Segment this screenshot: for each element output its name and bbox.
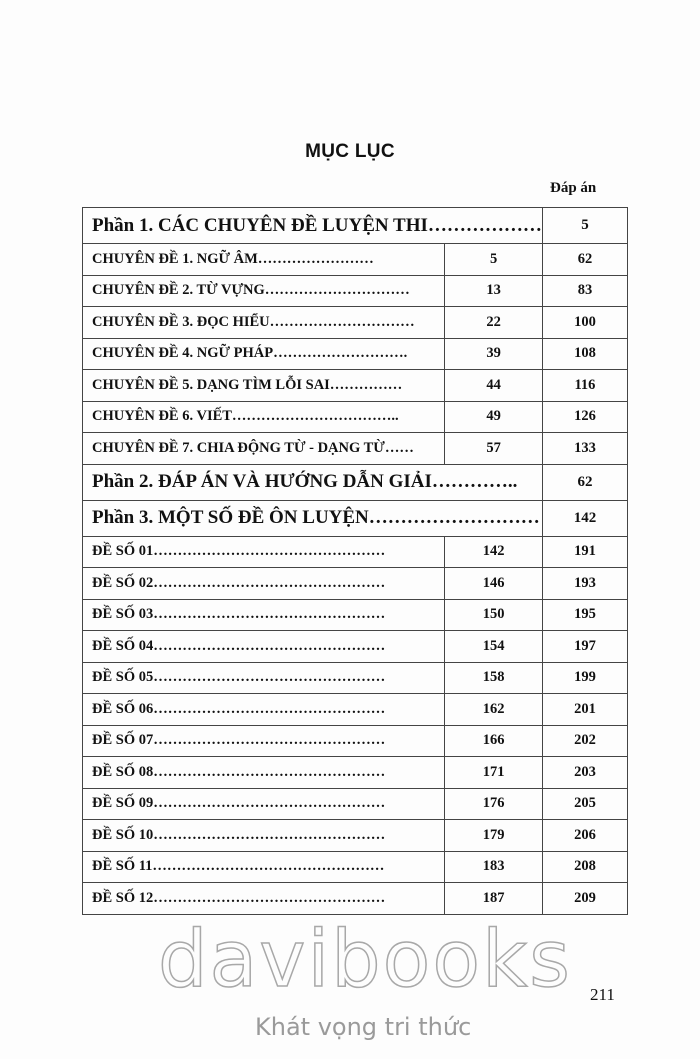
watermark-slogan: Khát vọng tri thức bbox=[255, 1013, 472, 1041]
toc-answer-page: 62 bbox=[541, 243, 629, 276]
toc-row: CHUYÊN ĐỀ 1. NGỮ ÂM…………………… 5 62 bbox=[81, 243, 629, 276]
toc-row: CHUYÊN ĐỀ 4. NGỮ PHÁP………………………. 39 108 bbox=[81, 337, 629, 370]
toc-entry-title: CHUYÊN ĐỀ 4. NGỮ PHÁP………………………. bbox=[81, 337, 446, 370]
toc-answer-page: 205 bbox=[541, 787, 629, 820]
toc-part-row: Phần 1. CÁC CHUYÊN ĐỀ LUYỆN THI……………… 5 bbox=[82, 207, 629, 244]
toc-row: ĐỀ SỐ 06………………………………………… 162 201 bbox=[81, 693, 629, 726]
toc-answer-page: 108 bbox=[541, 337, 629, 370]
toc-entry-title: ĐỀ SỐ 01………………………………………… bbox=[81, 535, 446, 568]
toc-row: ĐỀ SỐ 03………………………………………… 150 195 bbox=[81, 598, 629, 631]
toc-entry-title: ĐỀ SỐ 06………………………………………… bbox=[81, 693, 446, 726]
toc-entry-title: CHUYÊN ĐỀ 5. DẠNG TÌM LỖI SAI…………… bbox=[81, 369, 446, 402]
toc-row: CHUYÊN ĐỀ 7. CHIA ĐỘNG TỪ - DẠNG TỪ…… 57 1… bbox=[81, 432, 629, 465]
toc-answer-page: 201 bbox=[541, 693, 629, 726]
toc-row: ĐỀ SỐ 01………………………………………… 142 191 bbox=[81, 535, 629, 568]
toc-answer-page: 203 bbox=[541, 756, 629, 789]
toc-page-number: 183 bbox=[444, 850, 543, 883]
toc-part-row: Phần 2. ĐÁP ÁN VÀ HƯỚNG DẪN GIẢI………….. 62 bbox=[82, 463, 629, 501]
toc-answer-page: 126 bbox=[541, 400, 629, 433]
toc-row: ĐỀ SỐ 11………………………………………… 183 208 bbox=[81, 850, 629, 883]
toc-answer-page: 116 bbox=[541, 369, 629, 402]
toc-answer-page: 206 bbox=[541, 819, 629, 852]
toc-row: CHUYÊN ĐỀ 6. VIẾT…………………………….. 49 126 bbox=[81, 400, 629, 433]
toc-answer-page: 197 bbox=[541, 630, 629, 663]
toc-answer-page: 209 bbox=[541, 882, 629, 915]
toc-entry-title: ĐỀ SỐ 11………………………………………… bbox=[81, 850, 446, 883]
watermark-brand: davibooks bbox=[157, 914, 572, 1006]
toc-page-number: 150 bbox=[444, 598, 543, 631]
toc-row: ĐỀ SỐ 10………………………………………… 179 206 bbox=[81, 819, 629, 852]
toc-entry-title: CHUYÊN ĐỀ 2. TỪ VỰNG………………………… bbox=[81, 274, 446, 307]
toc-part-row: Phần 3. MỘT SỐ ĐỀ ÔN LUYỆN……………………… 142 bbox=[82, 499, 629, 537]
toc-page-number: 39 bbox=[444, 337, 543, 370]
toc-page-number: 187 bbox=[444, 882, 543, 915]
toc-entry-title: Phần 2. ĐÁP ÁN VÀ HƯỚNG DẪN GIẢI………….. bbox=[82, 463, 543, 501]
toc-page-number: 176 bbox=[444, 787, 543, 820]
toc-entry-title: ĐỀ SỐ 08………………………………………… bbox=[81, 756, 446, 789]
toc-entry-title: ĐỀ SỐ 07………………………………………… bbox=[81, 724, 446, 757]
toc-row: ĐỀ SỐ 09………………………………………… 176 205 bbox=[81, 787, 629, 820]
toc-entry-title: ĐỀ SỐ 10………………………………………… bbox=[81, 819, 446, 852]
toc-page-number: 162 bbox=[444, 693, 543, 726]
toc-entry-title: Phần 3. MỘT SỐ ĐỀ ÔN LUYỆN……………………… bbox=[82, 499, 543, 537]
toc-page-number: 171 bbox=[444, 756, 543, 789]
toc-page-number: 158 bbox=[444, 661, 543, 694]
toc-row: CHUYÊN ĐỀ 2. TỪ VỰNG………………………… 13 83 bbox=[81, 274, 629, 307]
toc-page-number: 179 bbox=[444, 819, 543, 852]
toc-page-number: 146 bbox=[444, 567, 543, 600]
toc-row: CHUYÊN ĐỀ 3. ĐỌC HIỂU………………………… 22 100 bbox=[81, 306, 629, 339]
toc-page-number: 142 bbox=[444, 535, 543, 568]
answer-column-header: Đáp án bbox=[550, 180, 597, 196]
toc-entry-title: ĐỀ SỐ 05………………………………………… bbox=[81, 661, 446, 694]
toc-answer-page: 100 bbox=[541, 306, 629, 339]
page-number: 211 bbox=[590, 985, 615, 1004]
toc-entry-title: ĐỀ SỐ 12………………………………………… bbox=[81, 882, 446, 915]
toc-entry-title: CHUYÊN ĐỀ 1. NGỮ ÂM…………………… bbox=[81, 243, 446, 276]
toc-entry-title: ĐỀ SỐ 03………………………………………… bbox=[81, 598, 446, 631]
toc-row: ĐỀ SỐ 05………………………………………… 158 199 bbox=[81, 661, 629, 694]
toc-page-number: 62 bbox=[541, 463, 629, 501]
toc-page-number: 44 bbox=[444, 369, 543, 402]
toc-entry-title: Phần 1. CÁC CHUYÊN ĐỀ LUYỆN THI……………… bbox=[82, 207, 543, 244]
toc-answer-page: 191 bbox=[541, 535, 629, 568]
table-of-contents: Phần 1. CÁC CHUYÊN ĐỀ LUYỆN THI……………… 5 CH… bbox=[81, 207, 629, 915]
toc-answer-page: 199 bbox=[541, 661, 629, 694]
toc-page-number: 154 bbox=[444, 630, 543, 663]
toc-page-number: 142 bbox=[541, 499, 629, 537]
toc-answer-page: 133 bbox=[541, 432, 629, 465]
toc-entry-title: CHUYÊN ĐỀ 6. VIẾT…………………………….. bbox=[81, 400, 446, 433]
toc-row: ĐỀ SỐ 02………………………………………… 146 193 bbox=[81, 567, 629, 600]
toc-answer-page: 195 bbox=[541, 598, 629, 631]
toc-answer-page: 202 bbox=[541, 724, 629, 757]
toc-entry-title: ĐỀ SỐ 04………………………………………… bbox=[81, 630, 446, 663]
toc-page-number: 13 bbox=[444, 274, 543, 307]
toc-page-number: 49 bbox=[444, 400, 543, 433]
toc-row: ĐỀ SỐ 04………………………………………… 154 197 bbox=[81, 630, 629, 663]
toc-row: ĐỀ SỐ 07………………………………………… 166 202 bbox=[81, 724, 629, 757]
toc-row: ĐỀ SỐ 08………………………………………… 171 203 bbox=[81, 756, 629, 789]
toc-page-number: 57 bbox=[444, 432, 543, 465]
toc-row: ĐỀ SỐ 12………………………………………… 187 209 bbox=[81, 882, 629, 915]
toc-entry-title: CHUYÊN ĐỀ 7. CHIA ĐỘNG TỪ - DẠNG TỪ…… bbox=[81, 432, 446, 465]
toc-answer-page: 193 bbox=[541, 567, 629, 600]
toc-answer-page: 208 bbox=[541, 850, 629, 883]
toc-answer-page: 83 bbox=[541, 274, 629, 307]
toc-entry-title: ĐỀ SỐ 09………………………………………… bbox=[81, 787, 446, 820]
toc-page-number: 5 bbox=[541, 207, 629, 244]
toc-page-number: 166 bbox=[444, 724, 543, 757]
toc-entry-title: CHUYÊN ĐỀ 3. ĐỌC HIỂU………………………… bbox=[81, 306, 446, 339]
page-title: MỤC LỤC bbox=[305, 141, 395, 162]
toc-entry-title: ĐỀ SỐ 02………………………………………… bbox=[81, 567, 446, 600]
toc-page-number: 5 bbox=[444, 243, 543, 276]
toc-page-number: 22 bbox=[444, 306, 543, 339]
toc-row: CHUYÊN ĐỀ 5. DẠNG TÌM LỖI SAI…………… 44 116 bbox=[81, 369, 629, 402]
